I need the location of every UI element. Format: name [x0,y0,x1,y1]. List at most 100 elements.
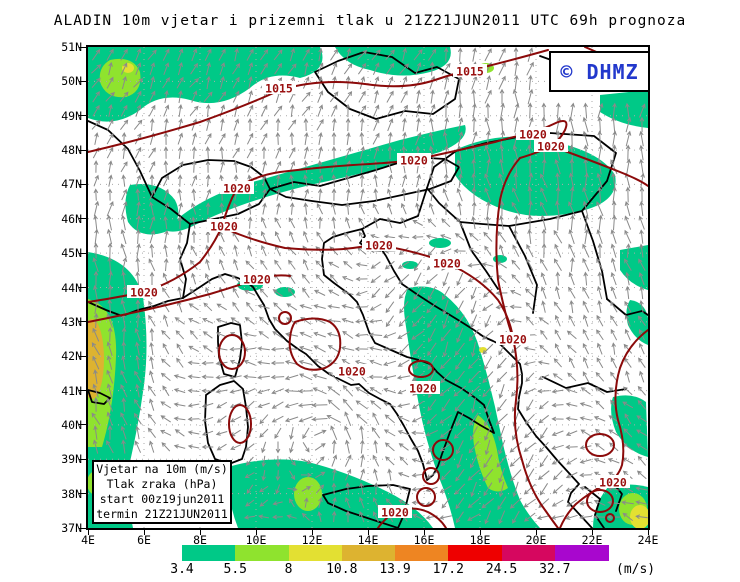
graticule-layer [88,47,648,528]
lat-tick [79,458,86,460]
lat-tick [79,390,86,392]
isobar-label: 1020 [409,382,437,396]
isobar-label: 1020 [599,476,627,490]
lon-tick [591,528,593,535]
isobar-label: 1020 [519,128,547,142]
lon-label: 24E [637,533,659,547]
isobar-label-mask [397,153,431,166]
isobar-label-mask [430,256,464,269]
lat-tick [79,287,86,288]
lat-tick [79,80,86,82]
lon-label: 10E [245,533,267,547]
lon-label: 8E [193,533,207,547]
isobar-labels-layer: 1015101510201020102010201020102010201020… [127,64,630,520]
isobar-label-mask [378,505,412,518]
lat-label: 41N [61,383,82,398]
colorbar-segment [501,545,556,561]
colorbar-segment [235,545,289,561]
lon-tick [255,528,257,535]
lat-tick [79,252,86,254]
colorbar-segment [554,545,609,561]
isobar-label: 1020 [243,273,271,287]
lat-tick [79,527,86,529]
isobar-label: 1020 [499,333,527,347]
lat-label: 39N [61,452,82,467]
lon-label: 22E [581,533,603,547]
isobar-label-mask [516,127,550,140]
isobar-label-mask [240,272,274,285]
colorbar-value: 5.5 [223,562,247,577]
lat-label: 49N [61,108,82,123]
colorbar-value: 24.5 [485,562,518,577]
isobar-label-mask [335,364,369,377]
map-info-box: Vjetar na 10m (m/s) Tlak zraka (hPa) sta… [92,460,232,524]
isobar-label: 1020 [338,365,366,379]
lon-tick [647,528,649,535]
lon-tick [479,528,481,535]
coastlines-layer [88,51,648,528]
lat-label: 37N [61,521,82,535]
wind-arrow [91,47,648,525]
lon-tick [199,528,201,535]
isobar-label: 1020 [223,182,251,196]
lon-label: 14E [357,533,379,547]
isobar-label: 1020 [400,154,428,168]
lat-tick [79,46,86,48]
isobar-label-mask [220,181,254,194]
isobar-label: 1020 [210,220,238,234]
info-line-termin: termin 21Z21JUN2011 [96,507,228,521]
isobar-label-mask [207,219,241,232]
lat-tick [79,493,86,495]
lat-tick [79,321,86,323]
isobar-label-mask [262,81,296,94]
lat-label: 51N [61,40,82,54]
lon-tick [87,528,89,535]
lat-label: 40N [61,417,82,432]
colorbar-segment [288,545,343,561]
lat-tick [79,424,86,426]
colorbar-value: 3.4 [170,562,194,577]
isobar-label-mask [362,238,396,251]
lon-label: 18E [469,533,491,547]
lat-tick [79,115,86,117]
isobar-label-mask [406,381,440,394]
isobar-label: 1020 [365,239,393,253]
isobar-label-mask [127,285,161,298]
isobar-label-mask [496,332,530,345]
colorbar-value: 17.2 [432,562,464,577]
lat-tick [79,183,86,185]
lat-label: 43N [61,314,82,329]
info-line-start: start 00z19jun2011 [99,492,225,506]
colorbar-segment [341,545,396,561]
isobar-label: 1020 [381,506,409,520]
lat-label: 38N [61,486,82,501]
lon-tick [423,528,425,535]
isobar-label: 1020 [433,257,461,271]
info-line-pressure: Tlak zraka (hPa) [106,477,218,491]
map-canvas: 1015101510201020102010201020102010201020… [88,47,648,528]
lon-label: 4E [81,533,95,547]
isobar-label: 1020 [130,286,158,300]
lat-tick [79,218,86,220]
lat-label: 47N [61,177,82,192]
isobar-label: 1015 [456,65,484,79]
lat-tick [79,149,86,151]
colorbar-segment [182,545,236,561]
colorbar-segment [395,545,449,561]
lat-label: 50N [61,74,82,89]
lon-tick [367,528,369,535]
lon-label: 16E [413,533,435,547]
colorbar-value: 13.9 [379,562,411,577]
colorbar-value: 10.8 [326,562,358,577]
dhmz-text: © DHMZ [560,59,639,84]
wind-arrows-layer [91,47,648,525]
lon-label: 6E [137,533,151,547]
isobar-label-mask [453,64,487,77]
lon-tick [311,528,313,535]
isobar-label-mask [534,139,568,152]
lon-label: 20E [525,533,547,547]
colorbar-segment [448,545,502,561]
lat-label: 44N [61,280,82,295]
lat-label: 42N [61,349,82,364]
info-line-wind: Vjetar na 10m (m/s) [96,462,228,476]
